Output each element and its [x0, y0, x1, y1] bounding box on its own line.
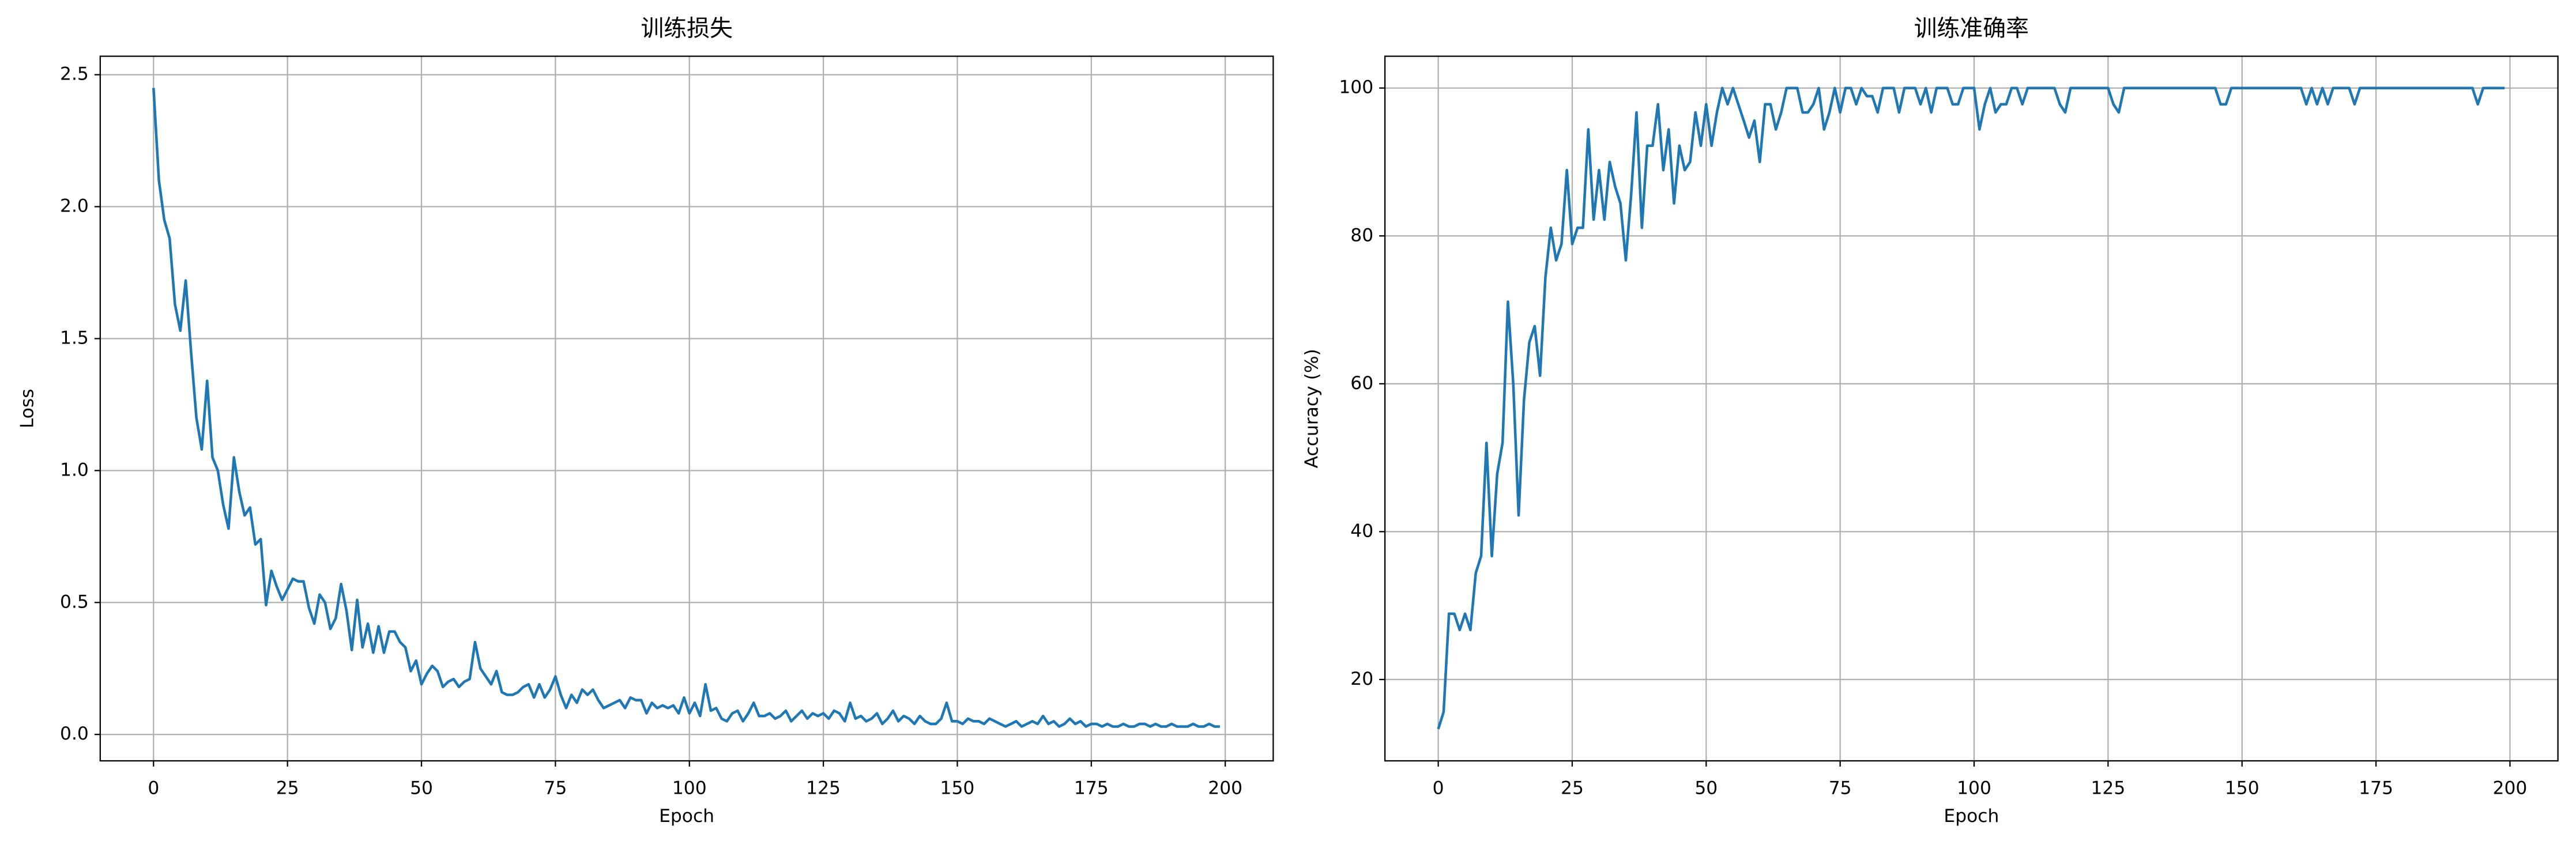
x-tick-label: 75 [1829, 778, 1852, 798]
x-tick-label: 125 [2091, 778, 2125, 798]
x-tick-label: 100 [1957, 778, 1991, 798]
y-tick-label: 80 [1350, 225, 1373, 246]
y-tick-label: 0.5 [60, 591, 89, 612]
y-tick-label: 0.0 [60, 723, 89, 744]
x-tick-label: 25 [1561, 778, 1584, 798]
axes-frame [1384, 55, 2559, 762]
x-tick-label: 50 [1694, 778, 1718, 798]
loss-line [1437, 86, 2505, 730]
y-tick-label: 40 [1350, 520, 1373, 541]
x-axis-label: Epoch [659, 806, 714, 827]
chart-title: 训练损失 [641, 15, 733, 42]
axes-frame [99, 55, 1274, 762]
x-tick-label: 175 [2359, 778, 2393, 798]
y-axis-label: Loss [17, 388, 37, 428]
y-tick-label: 60 [1350, 373, 1373, 394]
x-tick-label: 200 [1208, 778, 1242, 798]
x-tick-label: 150 [2225, 778, 2259, 798]
x-tick-label: 150 [940, 778, 975, 798]
chart-title: 训练准确率 [1914, 15, 2029, 42]
x-tick-label: 125 [806, 778, 841, 798]
x-tick-label: 200 [2493, 778, 2528, 798]
y-tick-label: 2.0 [60, 196, 89, 217]
x-tick-label: 0 [148, 778, 159, 798]
x-tick-label: 0 [1433, 778, 1444, 798]
x-axis-label: Epoch [1944, 806, 1999, 827]
y-axis-label: Accuracy (%) [1302, 349, 1323, 468]
y-tick-label: 100 [1339, 77, 1373, 98]
y-tick-label: 20 [1350, 669, 1373, 689]
x-tick-label: 25 [276, 778, 299, 798]
x-tick-label: 175 [1074, 778, 1109, 798]
x-tick-label: 100 [672, 778, 707, 798]
y-tick-label: 2.5 [60, 64, 89, 85]
loss-line [152, 88, 1220, 728]
y-tick-label: 1.0 [60, 459, 89, 480]
x-tick-label: 75 [544, 778, 567, 798]
x-tick-label: 50 [410, 778, 433, 798]
y-tick-label: 1.5 [60, 327, 89, 348]
